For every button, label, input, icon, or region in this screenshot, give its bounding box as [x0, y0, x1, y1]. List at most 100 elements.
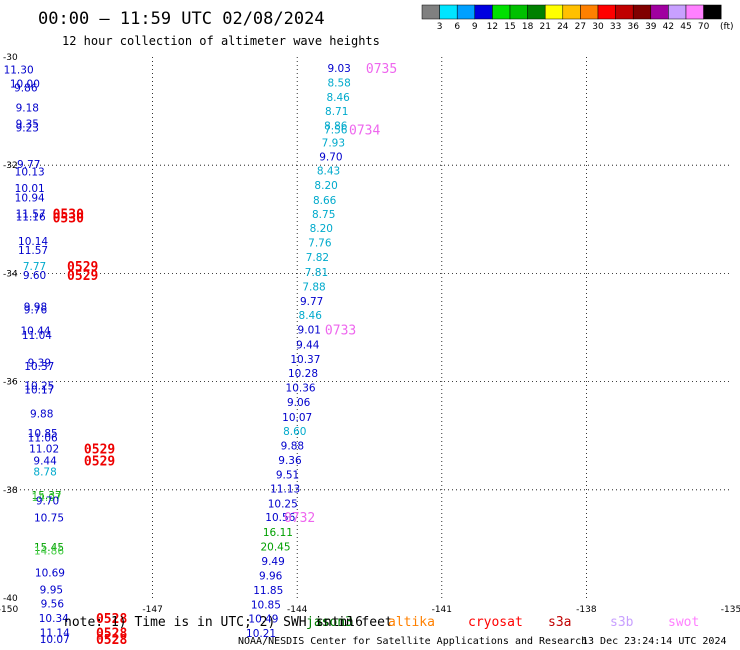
- wave-height-value: 7.88: [302, 281, 325, 293]
- y-tick-label: -30: [3, 53, 18, 63]
- wave-height-value: 10.34: [39, 613, 69, 625]
- wave-height-value: 10.75: [34, 512, 64, 524]
- mission-legend-sntnl6: sntnl6: [316, 615, 363, 630]
- wave-height-value: 9.51: [276, 470, 299, 482]
- wave-height-value: 8.75: [312, 209, 335, 221]
- colorbar-label: 3: [437, 22, 443, 32]
- wave-height-value: 9.06: [287, 397, 311, 409]
- pass-time-label: 0528: [96, 612, 127, 627]
- wave-height-value: 8.71: [325, 106, 348, 118]
- colorbar-label: 42: [663, 22, 674, 32]
- wave-height-value: 10.69: [35, 568, 65, 580]
- wave-height-value: 10.07: [40, 634, 70, 646]
- footer-timestamp: 13 Dec 23:24:14 UTC 2024: [582, 636, 727, 647]
- wave-height-value: 8.86: [324, 121, 348, 133]
- colorbar-swatch: [632, 4, 652, 20]
- y-tick-label: -40: [3, 594, 18, 604]
- wave-height-value: 9.88: [281, 440, 304, 452]
- wave-height-value: 8.60: [283, 426, 306, 438]
- wave-height-value: 9.35: [16, 119, 39, 131]
- wave-height-value: 8.20: [310, 223, 333, 235]
- wave-height-value: 10.25: [24, 380, 54, 392]
- wave-height-value: 7.76: [308, 238, 332, 250]
- pass-time-label: 0733: [325, 324, 356, 339]
- pass-time-label: 0529: [84, 443, 115, 458]
- wave-height-value: 9.88: [30, 409, 53, 421]
- wave-height-value: 10.85: [28, 428, 58, 440]
- wave-height-value: 11.14: [40, 628, 70, 640]
- colorbar-swatch: [456, 4, 476, 20]
- wave-height-value: 8.78: [33, 466, 56, 478]
- wave-height-value: 10.00: [10, 79, 40, 91]
- wave-height-values: 11.3010.009.869.189.359.239.7710.1310.01…: [4, 63, 351, 646]
- y-tick-label: -34: [3, 269, 18, 279]
- x-tick-label: -147: [142, 605, 162, 615]
- colorbar-label: 39: [645, 22, 657, 32]
- pass-time-label: 0735: [366, 62, 397, 77]
- wave-height-value: 11.13: [270, 484, 300, 496]
- wave-height-value: 10.28: [288, 368, 318, 380]
- colorbar-swatch: [650, 4, 669, 20]
- wave-height-value: 11.85: [253, 585, 283, 597]
- pass-time-label: 0530: [53, 212, 84, 227]
- wave-height-value: 7.56: [324, 124, 348, 136]
- colorbar-swatch: [492, 4, 511, 20]
- wave-height-value: 8.66: [313, 195, 337, 207]
- y-tick-label: -38: [3, 486, 18, 496]
- wave-height-value: 9.77: [300, 296, 323, 308]
- legend-note: note: 1) Time is in UTC; 2) SWH is in fe…: [64, 615, 393, 630]
- mission-legend-s3a: s3a: [548, 615, 571, 630]
- wave-height-value: 9.49: [261, 556, 284, 568]
- pass-time-label: 0529: [84, 455, 115, 470]
- colorbar-swatch: [685, 4, 704, 20]
- colorbar-swatch: [615, 4, 634, 20]
- colorbar-swatch: [703, 4, 722, 20]
- wave-height-value: 9.56: [41, 598, 65, 610]
- wave-height-value: 10.14: [18, 236, 48, 248]
- colorbar-swatch: [668, 4, 687, 20]
- wave-height-value: 10.49: [248, 614, 278, 626]
- wave-height-value: 20.45: [260, 542, 290, 554]
- wave-height-value: 8.46: [299, 310, 323, 322]
- colorbar-label: 24: [557, 22, 569, 32]
- x-tick-label: -141: [432, 605, 452, 615]
- wave-height-value: 10.44: [20, 326, 50, 338]
- colorbar-swatch: [421, 4, 440, 20]
- wave-height-value: 11.06: [28, 432, 58, 444]
- wave-height-value: 14.86: [34, 545, 64, 557]
- wave-height-value: 9.86: [14, 82, 38, 94]
- wave-height-value: 10.36: [286, 383, 316, 395]
- wave-height-value: 7.81: [305, 267, 328, 279]
- wave-height-value: 14.07: [32, 492, 62, 504]
- footer-credit: NOAA/NESDIS Center for Satellite Applica…: [238, 636, 587, 647]
- wave-height-value: 7.77: [23, 261, 46, 273]
- colorbar-swatch: [439, 4, 458, 20]
- mission-legend-swot: swot: [668, 615, 699, 630]
- colorbar-swatch: [562, 4, 581, 20]
- colorbar-swatch: [580, 4, 599, 20]
- wave-height-value: 10.21: [246, 628, 276, 640]
- wave-height-value: 15.45: [34, 542, 64, 554]
- wave-height-value: 9.70: [36, 496, 59, 508]
- colorbar-swatch: [527, 4, 546, 20]
- wave-height-value: 10.85: [251, 599, 281, 611]
- wave-height-value: 16.11: [263, 527, 293, 539]
- colorbar-label: 21: [539, 22, 550, 32]
- wave-height-value: 9.76: [24, 305, 48, 317]
- wave-height-value: 11.16: [16, 212, 46, 224]
- wave-height-value: 9.39: [28, 358, 51, 370]
- mission-legend-altika: altika: [388, 615, 435, 630]
- wave-height-value: 9.36: [278, 455, 302, 467]
- wave-height-value: 10.37: [24, 361, 54, 373]
- x-tick-label: -144: [287, 605, 308, 615]
- colorbar-label: 9: [472, 22, 478, 32]
- wave-height-value: 9.95: [40, 584, 63, 596]
- wave-height-value: 10.07: [282, 412, 312, 424]
- plot-area: -150 -147 -144 -141 -138 -135 -30 -32 -34 -36 -38 -…: [0, 53, 740, 648]
- wave-height-value: 7.93: [322, 137, 345, 149]
- colorbar-swatch: [474, 4, 493, 20]
- wave-height-value: 11.30: [4, 64, 34, 76]
- colorbar-unit: (ft): [720, 22, 734, 32]
- wave-height-value: 10.37: [290, 354, 320, 366]
